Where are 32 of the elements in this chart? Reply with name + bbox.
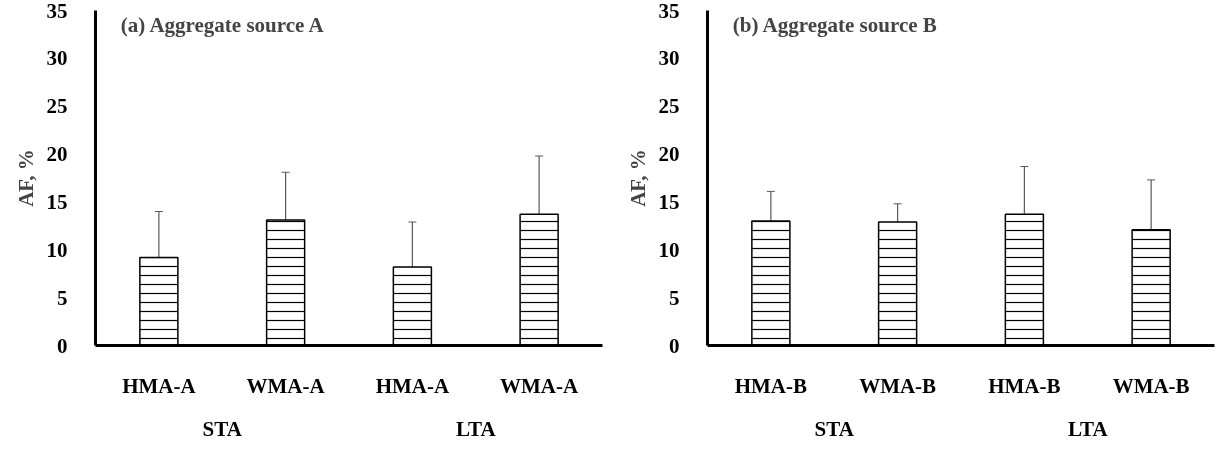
y-tick-label: 0 xyxy=(669,333,680,358)
chart-title: (b) Aggregate source B xyxy=(732,12,937,37)
y-tick-label: 5 xyxy=(669,285,680,310)
y-tick-label: 15 xyxy=(46,189,68,214)
y-tick-label: 15 xyxy=(658,189,680,214)
x-tick-label: HMA-A xyxy=(122,373,197,398)
y-tick-label: 20 xyxy=(658,142,680,167)
y-tick-label: 25 xyxy=(658,94,680,119)
y-tick-label: 20 xyxy=(46,142,68,167)
y-tick-label: 30 xyxy=(46,46,68,71)
y-tick-label: 0 xyxy=(57,333,68,358)
x-tick-label: WMA-A xyxy=(500,373,580,398)
y-tick-label: 5 xyxy=(57,285,68,310)
y-tick-label: 35 xyxy=(46,0,68,23)
x-tick-label: HMA-B xyxy=(734,373,808,398)
y-tick-label: 10 xyxy=(658,237,680,262)
chart-title: (a) Aggregate source A xyxy=(120,12,325,37)
y-axis-title: AF, % xyxy=(625,149,650,207)
y-tick-label: 25 xyxy=(46,94,68,119)
text: LTA xyxy=(455,416,497,441)
x-tick-label: WMA-B xyxy=(1112,373,1190,398)
y-axis-title: AF, % xyxy=(13,149,38,207)
text: LTA xyxy=(1067,416,1109,441)
y-tick-label: 30 xyxy=(658,46,680,71)
x-tick-label: HMA-B xyxy=(988,373,1061,398)
y-tick-label: 10 xyxy=(46,237,68,262)
x-tick-label: WMA-A xyxy=(246,373,326,398)
text: STA xyxy=(202,416,243,441)
y-tick-label: 35 xyxy=(658,0,680,23)
text: STA xyxy=(814,416,855,441)
x-tick-label: HMA-A xyxy=(375,373,450,398)
x-tick-label: WMA-B xyxy=(859,373,937,398)
